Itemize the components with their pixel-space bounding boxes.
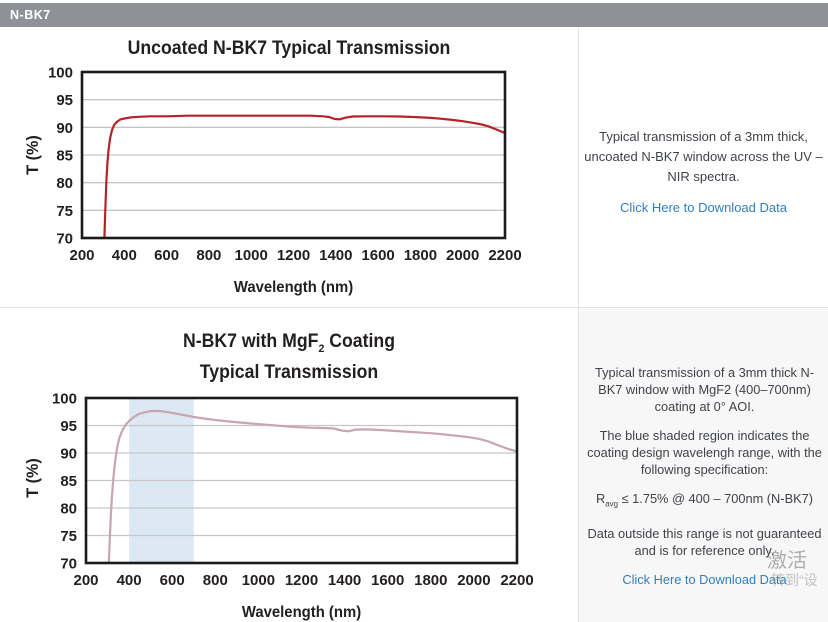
vertical-divider	[578, 27, 579, 622]
uncoated-chart-section: Uncoated N-BK7 Typical Transmission 100 9…	[0, 27, 578, 307]
section-tab-label: N-BK7	[10, 8, 51, 22]
chart1-title: Uncoated N-BK7 Typical Transmission	[127, 38, 451, 59]
y-tick-label: 100	[48, 65, 73, 82]
x-tick-label: 400	[117, 572, 142, 589]
horizontal-divider	[0, 307, 828, 308]
x-tick-label: 800	[196, 247, 221, 264]
x-tick-label: 1200	[277, 247, 310, 264]
y-tick-label: 90	[56, 120, 73, 137]
plot-border	[80, 70, 507, 240]
x-tick-label: 1000	[242, 572, 275, 589]
coating-spec-line: Ravg ≤ 1.75% @ 400 – 700nm (N-BK7)	[595, 491, 814, 509]
x-tick-label: 200	[69, 247, 94, 264]
chart2-title-line2: Typical Transmission	[199, 361, 379, 383]
x-tick-label: 1400	[328, 572, 361, 589]
coated-chart-section: N-BK7 with MgF2 Coating Typical Transmiss…	[0, 308, 578, 622]
transmission-curve	[103, 114, 505, 238]
chart2-title-line1: N-BK7 with MgF2 Coating	[182, 331, 396, 355]
y-tick-label: 90	[60, 446, 77, 463]
y-tick-label: 70	[60, 556, 77, 573]
coated-caption-para1: Typical transmission of a 3mm thick N-BK…	[594, 365, 815, 414]
transmission-curve	[107, 409, 517, 563]
x-tick-label: 800	[203, 572, 228, 589]
coated-caption-para4: Data outside this range is not guarantee…	[587, 525, 822, 558]
chart1-download-data-link[interactable]: Click Here to Download Data	[620, 200, 787, 215]
x-tick-label: 1800	[414, 572, 447, 589]
x-tick-label: 1600	[361, 247, 394, 264]
y-tick-label: 75	[56, 203, 73, 220]
section-header-bar[interactable]: N-BK7	[0, 3, 828, 27]
x-tick-label: 200	[73, 572, 98, 589]
x-tick-label: 1800	[404, 247, 437, 264]
y-tick-label: 85	[60, 473, 77, 490]
x-tick-label: 600	[160, 572, 185, 589]
y-tick-label: 95	[60, 418, 77, 435]
x-tick-label: 2000	[446, 247, 479, 264]
chart2-title: N-BK7 with MgF2 Coating Typical Transmiss…	[20, 330, 558, 384]
plot-border	[84, 396, 519, 565]
uncoated-caption-text: Typical transmission of a 3mm thick, unc…	[584, 129, 823, 184]
y-tick-label: 80	[56, 175, 73, 192]
x-tick-label: 400	[112, 247, 137, 264]
y-tick-label: 80	[60, 501, 77, 518]
y-tick-label: 100	[52, 391, 77, 408]
chart2-x-axis-label: Wavelength (nm)	[241, 604, 362, 621]
y-tick-label: 95	[56, 92, 73, 109]
chart2-y-axis-label: T (%)	[23, 458, 42, 498]
x-tick-label: 1600	[371, 572, 404, 589]
chart1-x-axis-label: Wavelength (nm)	[233, 279, 354, 296]
coated-caption-panel: Typical transmission of a 3mm thick N-BK…	[579, 308, 828, 622]
x-tick-label: 600	[154, 247, 179, 264]
chart1-y-axis-label: T (%)	[23, 135, 42, 175]
top-strip	[0, 0, 828, 3]
chart2-download-data-link[interactable]: Click Here to Download Data	[622, 571, 787, 587]
coated-caption-para2: The blue shaded region indicates the coa…	[587, 428, 822, 477]
y-tick-label: 85	[56, 148, 73, 165]
x-tick-label: 2200	[488, 247, 521, 264]
x-tick-label: 1200	[285, 572, 318, 589]
x-tick-label: 1400	[319, 247, 352, 264]
x-tick-label: 2200	[500, 572, 533, 589]
y-tick-label: 75	[60, 528, 77, 545]
x-tick-label: 2000	[457, 572, 490, 589]
uncoated-caption-panel: Typical transmission of a 3mm thick, unc…	[579, 27, 828, 307]
x-tick-label: 1000	[235, 247, 268, 264]
y-tick-label: 70	[56, 231, 73, 248]
